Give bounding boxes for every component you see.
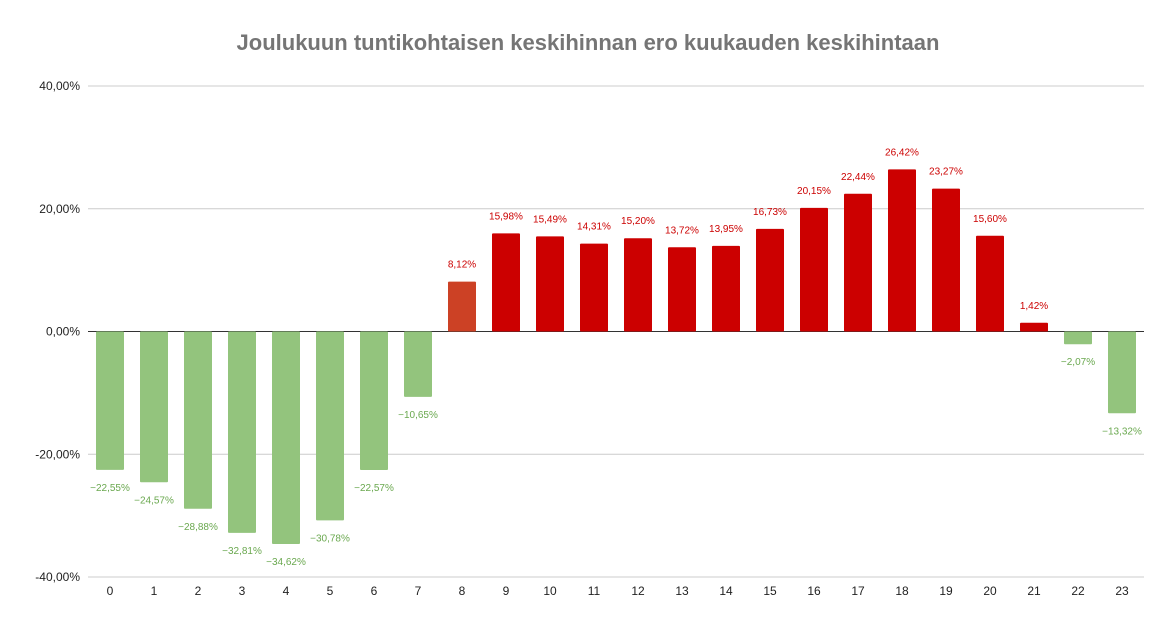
bar xyxy=(1064,331,1092,345)
x-tick-label: 9 xyxy=(503,584,510,598)
x-tick-label: 13 xyxy=(675,584,689,598)
data-label: −32,81% xyxy=(222,546,262,557)
data-label: −2,07% xyxy=(1061,357,1095,368)
x-axis-ticks: 0 1 2 3 4 5 6 7 8 9 10 11 12 13 14 15 16 17 18 19 20 21 22 23 xyxy=(107,584,1129,598)
x-tick-label: 5 xyxy=(327,584,334,598)
x-tick-label: 1 xyxy=(151,584,158,598)
x-tick-label: 21 xyxy=(1027,584,1041,598)
data-label: −24,57% xyxy=(134,495,174,506)
bar xyxy=(272,331,300,544)
bar xyxy=(492,233,520,332)
data-label: −34,62% xyxy=(266,557,306,568)
data-label: 15,98% xyxy=(489,211,523,222)
data-label: 20,15% xyxy=(797,186,831,197)
data-label: 1,42% xyxy=(1020,301,1048,312)
x-tick-label: 18 xyxy=(895,584,909,598)
data-label: 15,60% xyxy=(973,214,1007,225)
chart-title: Joulukuun tuntikohtaisen keskihinnan ero… xyxy=(236,30,940,55)
data-label: 8,12% xyxy=(448,260,476,271)
bar xyxy=(536,236,564,332)
x-tick-label: 20 xyxy=(983,584,997,598)
data-label: −28,88% xyxy=(178,522,218,533)
data-label: 15,20% xyxy=(621,216,655,227)
x-tick-label: 10 xyxy=(543,584,557,598)
bar xyxy=(1020,322,1048,332)
data-label: 22,44% xyxy=(841,172,875,183)
x-tick-label: 8 xyxy=(459,584,466,598)
bar xyxy=(800,207,828,332)
bar xyxy=(184,331,212,509)
y-tick-label: 0,00% xyxy=(46,325,80,339)
bar xyxy=(316,331,344,521)
bar xyxy=(844,193,872,332)
data-label: 13,72% xyxy=(665,225,699,236)
y-tick-label: -20,00% xyxy=(35,447,80,461)
x-tick-label: 3 xyxy=(239,584,246,598)
x-tick-label: 4 xyxy=(283,584,290,598)
bar xyxy=(96,331,124,470)
y-tick-label: 40,00% xyxy=(39,79,80,93)
data-label: −22,57% xyxy=(354,483,394,494)
data-label: 14,31% xyxy=(577,222,611,233)
data-label: −10,65% xyxy=(398,410,438,421)
bar xyxy=(932,188,960,332)
x-tick-label: 15 xyxy=(763,584,777,598)
data-label: −30,78% xyxy=(310,533,350,544)
bar xyxy=(668,247,696,332)
data-label: −13,32% xyxy=(1102,426,1142,437)
x-tick-label: 17 xyxy=(851,584,865,598)
bar xyxy=(404,331,432,397)
bar xyxy=(228,331,256,533)
bars xyxy=(96,169,1136,544)
x-tick-label: 14 xyxy=(719,584,733,598)
bar xyxy=(1108,331,1136,414)
x-tick-label: 22 xyxy=(1071,584,1085,598)
y-tick-label: -40,00% xyxy=(35,570,80,584)
x-tick-label: 16 xyxy=(807,584,821,598)
x-tick-label: 11 xyxy=(588,584,601,598)
data-label: 15,49% xyxy=(533,214,567,225)
x-tick-label: 19 xyxy=(939,584,953,598)
bar xyxy=(360,331,388,471)
grid-lines xyxy=(88,85,1144,578)
data-labels: −22,55% −24,57% −28,88% −32,81% −34,62% −30,7… xyxy=(90,147,1142,568)
x-tick-label: 2 xyxy=(195,584,202,598)
data-label: 26,42% xyxy=(885,147,919,158)
bar xyxy=(580,243,608,332)
data-label: −22,55% xyxy=(90,483,130,494)
bar xyxy=(624,238,652,332)
y-axis-ticks: 40,00% 20,00% 0,00% -20,00% -40,00% xyxy=(35,79,80,584)
bar xyxy=(712,245,740,332)
y-tick-label: 20,00% xyxy=(39,202,80,216)
x-tick-label: 6 xyxy=(371,584,378,598)
bar xyxy=(976,235,1004,332)
data-label: 13,95% xyxy=(709,224,743,235)
bar xyxy=(140,331,168,483)
bar xyxy=(756,228,784,332)
x-tick-label: 12 xyxy=(631,584,645,598)
bar xyxy=(888,169,916,332)
x-tick-label: 7 xyxy=(415,584,422,598)
x-tick-label: 23 xyxy=(1115,584,1129,598)
x-tick-label: 0 xyxy=(107,584,114,598)
bar xyxy=(448,281,476,332)
data-label: 16,73% xyxy=(753,207,787,218)
data-label: 23,27% xyxy=(929,167,963,178)
